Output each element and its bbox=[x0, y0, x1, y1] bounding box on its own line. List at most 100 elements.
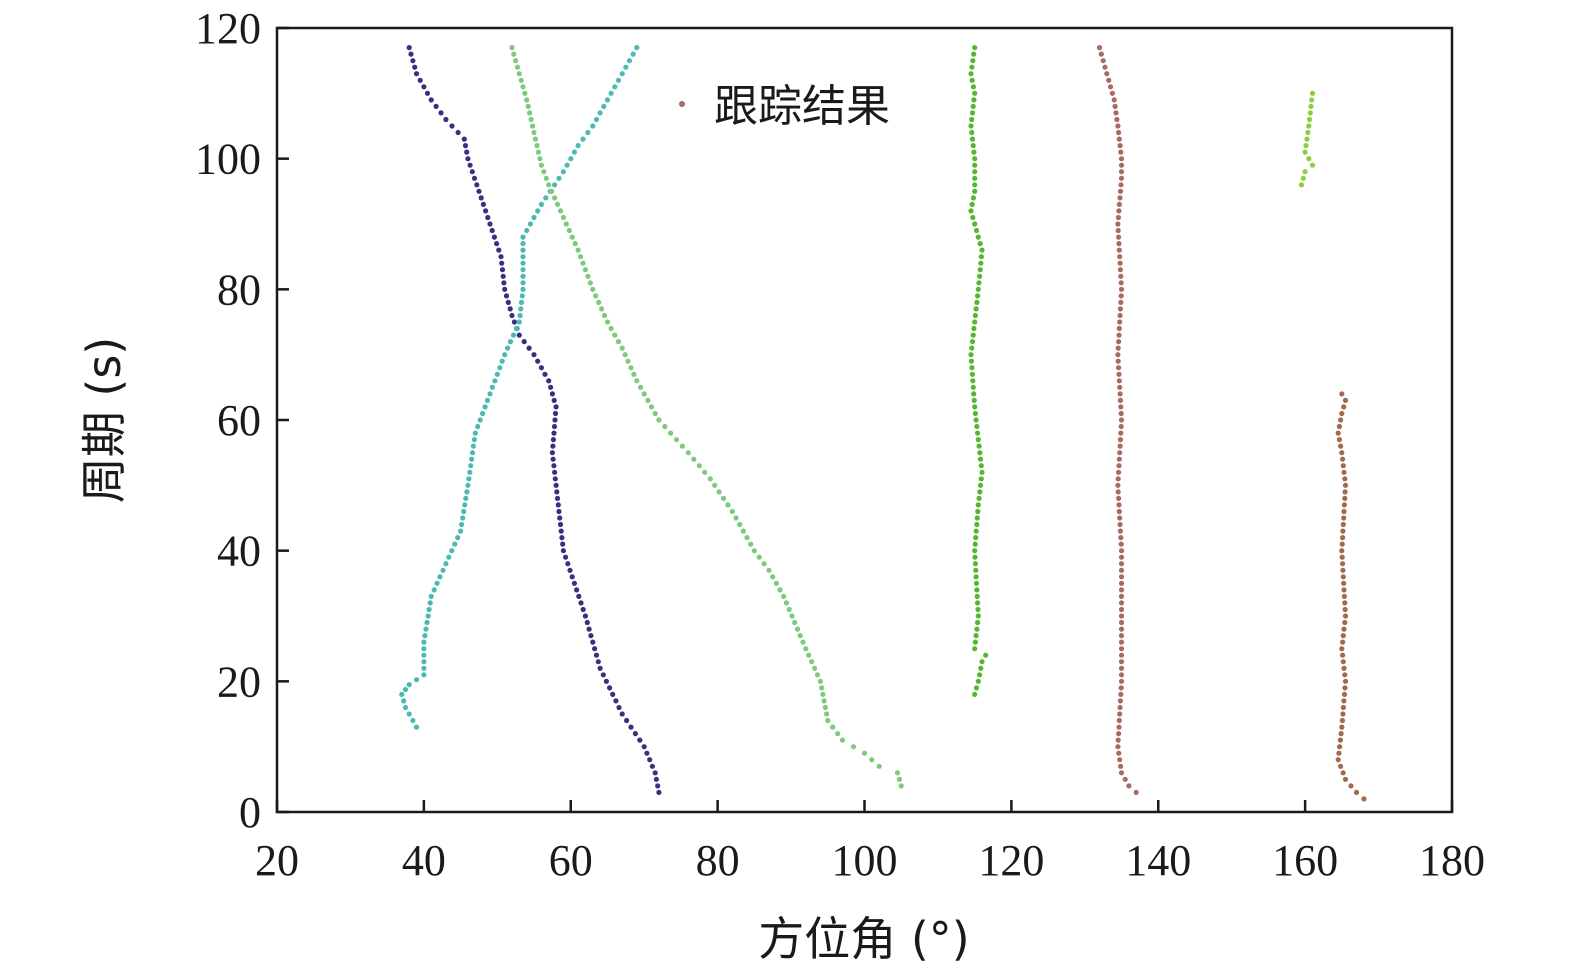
data-point bbox=[977, 241, 983, 247]
data-point bbox=[1117, 711, 1123, 717]
data-point bbox=[979, 247, 985, 253]
data-point bbox=[449, 548, 455, 554]
data-point bbox=[1117, 188, 1124, 194]
data-point bbox=[571, 580, 578, 586]
data-point bbox=[1116, 463, 1122, 469]
data-point bbox=[641, 391, 647, 397]
data-point bbox=[652, 770, 658, 776]
data-point bbox=[969, 345, 975, 351]
data-point bbox=[406, 45, 412, 51]
data-point bbox=[440, 567, 446, 573]
data-point bbox=[520, 260, 526, 266]
data-point bbox=[489, 227, 495, 234]
data-point bbox=[969, 201, 975, 207]
data-point bbox=[766, 567, 772, 573]
series-6 bbox=[1298, 90, 1316, 188]
data-point bbox=[499, 358, 505, 364]
series-3 bbox=[509, 45, 904, 789]
data-point bbox=[1341, 404, 1347, 410]
data-point bbox=[1118, 182, 1124, 188]
data-point bbox=[972, 541, 978, 547]
data-point bbox=[612, 84, 618, 90]
x-tick-label: 160 bbox=[1272, 836, 1338, 885]
data-point bbox=[1116, 508, 1122, 515]
data-point bbox=[624, 717, 630, 724]
data-point bbox=[812, 665, 818, 671]
data-point bbox=[568, 156, 574, 162]
data-point bbox=[630, 51, 636, 57]
data-point bbox=[783, 600, 790, 606]
data-point bbox=[433, 103, 439, 109]
data-point bbox=[566, 227, 572, 234]
data-point bbox=[978, 665, 984, 671]
data-point bbox=[498, 254, 504, 260]
data-point bbox=[1117, 443, 1123, 449]
data-point bbox=[534, 143, 540, 149]
series-5 bbox=[1096, 45, 1139, 796]
data-point bbox=[1118, 659, 1125, 665]
data-point bbox=[647, 757, 653, 763]
data-point bbox=[462, 143, 469, 149]
data-point bbox=[1116, 208, 1122, 214]
data-point bbox=[656, 417, 662, 423]
data-point bbox=[410, 58, 416, 64]
series-4 bbox=[968, 45, 989, 698]
data-point bbox=[1117, 698, 1123, 704]
data-point bbox=[653, 776, 660, 782]
data-point bbox=[552, 476, 558, 482]
data-point bbox=[482, 404, 488, 410]
data-point bbox=[1117, 437, 1123, 443]
data-point bbox=[1115, 489, 1121, 495]
data-point bbox=[421, 646, 427, 652]
data-point bbox=[969, 371, 976, 377]
y-tick-label: 60 bbox=[217, 396, 261, 445]
data-point bbox=[1118, 613, 1125, 619]
data-point bbox=[1303, 143, 1309, 149]
data-point bbox=[970, 103, 976, 109]
data-point bbox=[574, 587, 580, 593]
data-point bbox=[716, 489, 722, 495]
data-point bbox=[1117, 757, 1123, 763]
data-point bbox=[1118, 280, 1124, 286]
data-point bbox=[1118, 626, 1125, 632]
data-point bbox=[552, 417, 558, 423]
data-point bbox=[1342, 619, 1348, 626]
data-point bbox=[619, 345, 625, 351]
data-point bbox=[518, 299, 525, 305]
data-point bbox=[538, 201, 545, 207]
data-point bbox=[969, 77, 975, 83]
data-point bbox=[1339, 548, 1345, 554]
data-point bbox=[502, 286, 508, 292]
data-point bbox=[569, 574, 575, 580]
data-point bbox=[974, 423, 980, 430]
data-point bbox=[1116, 241, 1122, 247]
data-point bbox=[1341, 469, 1347, 475]
data-point bbox=[1118, 600, 1125, 606]
data-point bbox=[632, 731, 639, 737]
data-point bbox=[976, 443, 982, 449]
data-point bbox=[972, 221, 978, 227]
data-point bbox=[977, 456, 984, 462]
data-point bbox=[970, 378, 976, 384]
data-point bbox=[1118, 149, 1124, 155]
data-point bbox=[821, 698, 827, 704]
data-point bbox=[567, 567, 573, 573]
data-point bbox=[565, 561, 571, 567]
data-point bbox=[597, 665, 603, 671]
data-point bbox=[586, 626, 592, 632]
data-point bbox=[505, 299, 511, 305]
data-point bbox=[1342, 678, 1349, 684]
data-point bbox=[1335, 430, 1341, 436]
data-point bbox=[973, 567, 979, 573]
data-point bbox=[973, 306, 979, 312]
data-point bbox=[421, 652, 427, 658]
data-point bbox=[696, 463, 702, 469]
data-point bbox=[1339, 450, 1345, 456]
data-point bbox=[1116, 469, 1122, 475]
data-point bbox=[733, 515, 739, 521]
data-point bbox=[1338, 417, 1344, 423]
data-point bbox=[979, 469, 985, 475]
data-point bbox=[972, 188, 978, 194]
data-point bbox=[1298, 182, 1305, 188]
data-point bbox=[707, 476, 713, 482]
